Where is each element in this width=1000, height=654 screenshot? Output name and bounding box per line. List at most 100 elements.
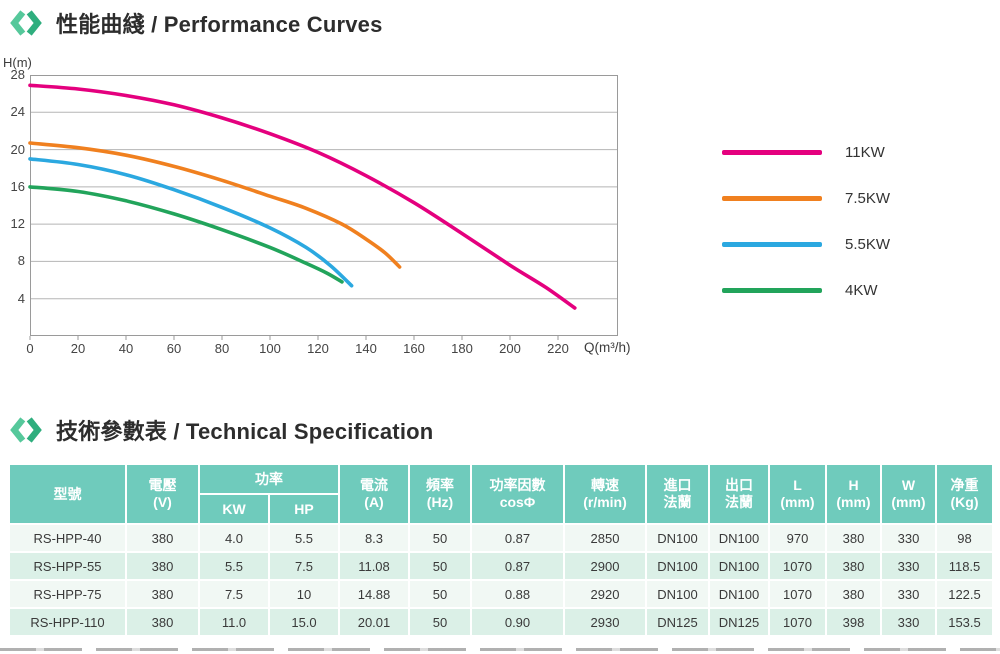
y-tick-label: 28: [10, 67, 25, 82]
spec-cell: DN125: [710, 609, 768, 635]
spec-cell: 0.88: [472, 581, 563, 607]
col-header-outlet-flange: 出口 法蘭: [710, 465, 768, 523]
spec-cell: 5.5: [200, 553, 268, 579]
x-tick-label: 80: [214, 341, 230, 356]
spec-cell: 380: [127, 581, 198, 607]
col-header-voltage: 電壓 (V): [127, 465, 198, 523]
diamond-icon: [10, 417, 42, 443]
spec-cell: 50: [410, 525, 470, 551]
spec-cell: 2930: [565, 609, 645, 635]
x-tick-label: 60: [166, 341, 182, 356]
spec-cell: 380: [827, 525, 880, 551]
spec-cell: 122.5: [937, 581, 992, 607]
spec-cell: DN125: [647, 609, 708, 635]
legend-item-11KW: 11KW: [722, 129, 890, 175]
col-header-frequency: 頻率 (Hz): [410, 465, 470, 523]
spec-cell: RS-HPP-110: [10, 609, 125, 635]
spec-cell: 380: [827, 581, 880, 607]
spec-cell: 1070: [770, 609, 825, 635]
spec-cell: 380: [127, 609, 198, 635]
diamond-icon: [10, 10, 42, 36]
x-tick-label: 20: [70, 341, 86, 356]
col-header-power-kw: KW: [200, 495, 268, 523]
legend-line-swatch: [722, 241, 822, 247]
spec-cell: 8.3: [340, 525, 408, 551]
y-tick-label: 12: [10, 216, 25, 232]
technical-specification-table: 型號 電壓 (V) 功率 電流 (A) 頻率 (Hz) 功率因數 cosΦ 轉速…: [8, 463, 994, 637]
spec-cell: 7.5: [270, 553, 338, 579]
spec-cell: DN100: [710, 581, 768, 607]
col-header-height: H (mm): [827, 465, 880, 523]
spec-cell: 14.88: [340, 581, 408, 607]
spec-cell: 5.5: [270, 525, 338, 551]
col-header-model: 型號: [10, 465, 125, 523]
performance-section-header: 性能曲綫 / Performance Curves: [10, 6, 383, 40]
y-axis-label: H(m): [3, 55, 32, 70]
spec-cell: 0.87: [472, 525, 563, 551]
performance-section-title: 性能曲綫 / Performance Curves: [56, 12, 383, 37]
spec-cell: 330: [882, 553, 935, 579]
spec-cell: 330: [882, 525, 935, 551]
spec-section-header: 技術參數表 / Technical Specification: [10, 413, 433, 447]
plot-border: [30, 75, 618, 336]
spec-cell: 2850: [565, 525, 645, 551]
spec-row-RS-HPP-75: RS-HPP-75 380 7.5 10 14.88 50 0.88 2920 DN100 DN1…: [10, 581, 992, 607]
spec-cell: 2920: [565, 581, 645, 607]
spec-cell: 330: [882, 581, 935, 607]
spec-cell: 20.01: [340, 609, 408, 635]
spec-cell: DN100: [647, 581, 708, 607]
spec-cell: 0.87: [472, 553, 563, 579]
y-tick-label: 16: [10, 178, 25, 194]
spec-cell: 153.5: [937, 609, 992, 635]
spec-cell: 330: [882, 609, 935, 635]
curve-7.5KW: [28, 141, 402, 269]
x-tick-label: 200: [499, 341, 521, 356]
x-tick-label: 180: [451, 341, 473, 356]
legend-label: 4KW: [845, 281, 878, 299]
spec-cell: RS-HPP-75: [10, 581, 125, 607]
spec-cell: 380: [827, 553, 880, 579]
spec-cell: 15.0: [270, 609, 338, 635]
spec-cell: 0.90: [472, 609, 563, 635]
x-tick-label: 160: [403, 341, 425, 356]
spec-row-RS-HPP-40: RS-HPP-40 380 4.0 5.5 8.3 50 0.87 2850 DN100 DN10…: [10, 525, 992, 551]
spec-cell: 1070: [770, 553, 825, 579]
x-tick-label: 40: [118, 341, 134, 356]
col-header-width: W (mm): [882, 465, 935, 523]
x-tick-label: 0: [26, 341, 34, 356]
x-tick-label: 220: [547, 341, 569, 356]
spec-cell: 118.5: [937, 553, 992, 579]
curve-4KW: [28, 185, 344, 284]
y-tick-label: 4: [17, 290, 25, 306]
spec-row-RS-HPP-110: RS-HPP-110 380 11.0 15.0 20.01 50 0.90 2930 DN12…: [10, 609, 992, 635]
spec-cell: DN100: [710, 553, 768, 579]
spec-cell: 398: [827, 609, 880, 635]
x-tick-label: 100: [259, 341, 281, 356]
legend-label: 5.5KW: [845, 235, 891, 253]
spec-cell: 50: [410, 553, 470, 579]
spec-cell: 1070: [770, 581, 825, 607]
y-tick-label: 8: [17, 253, 25, 269]
spec-cell: 2900: [565, 553, 645, 579]
spec-cell: RS-HPP-40: [10, 525, 125, 551]
spec-section-title: 技術參數表 / Technical Specification: [56, 419, 434, 444]
performance-chart-plot: [28, 75, 618, 340]
x-tick-label: 140: [355, 341, 377, 356]
spec-cell: DN100: [647, 525, 708, 551]
spec-cell: 50: [410, 581, 470, 607]
chart-legend: 11KW 7.5KW 5.5KW 4KW: [722, 129, 890, 313]
col-header-length: L (mm): [770, 465, 825, 523]
col-header-weight: 净重 (Kg): [937, 465, 992, 523]
legend-line-swatch: [722, 149, 822, 155]
legend-line-swatch: [722, 287, 822, 293]
page-bottom-cutoff-strip: [0, 648, 1000, 651]
col-header-power-hp: HP: [270, 495, 338, 523]
spec-cell: 7.5: [200, 581, 268, 607]
legend-label: 11KW: [845, 143, 885, 161]
legend-item-4KW: 4KW: [722, 267, 890, 313]
spec-cell: 11.08: [340, 553, 408, 579]
spec-cell: 970: [770, 525, 825, 551]
legend-line-swatch: [722, 195, 822, 201]
col-header-speed: 轉速 (r/min): [565, 465, 645, 523]
spec-cell: RS-HPP-55: [10, 553, 125, 579]
